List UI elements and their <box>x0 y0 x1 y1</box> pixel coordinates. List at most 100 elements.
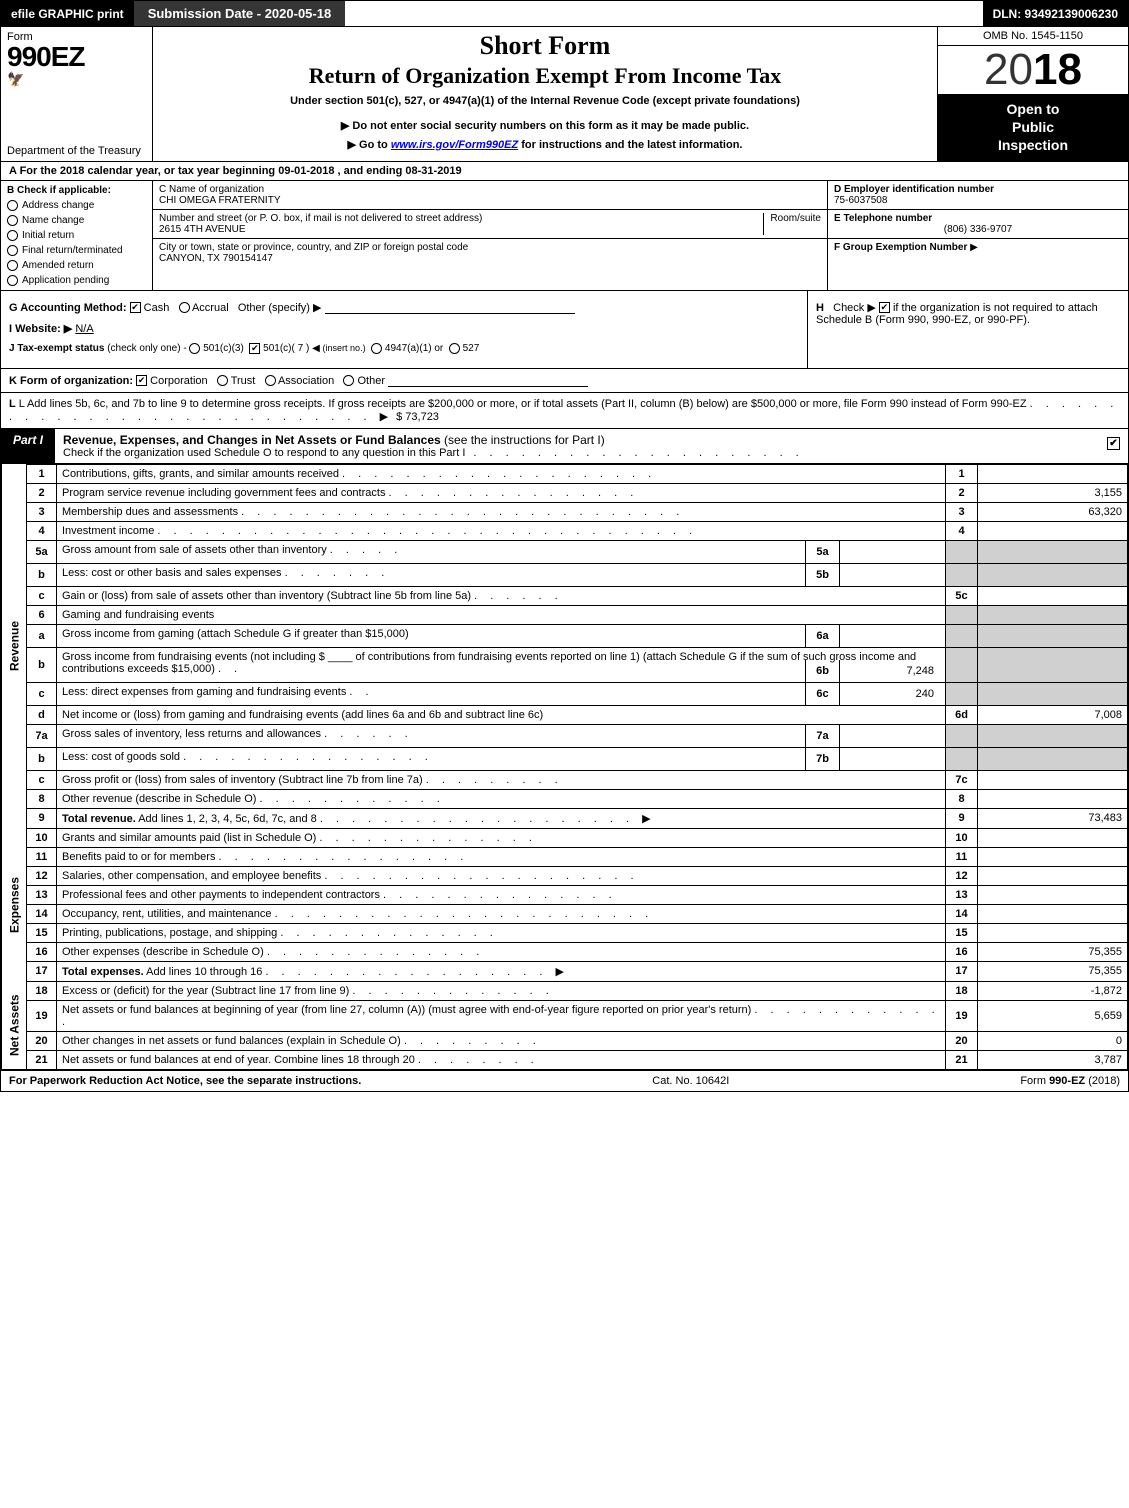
dots: . . . . . . . . . . . . . . <box>319 832 537 844</box>
year-prefix: 20 <box>984 45 1033 94</box>
row-number: d <box>27 705 57 724</box>
inner-value-box: 7a <box>805 725 940 747</box>
line-a-mid: , and ending <box>338 165 406 177</box>
line-h: H Check ▶ if the organization is not req… <box>808 291 1128 368</box>
chk-address-change: Address change <box>7 200 146 211</box>
radio-4947[interactable] <box>371 343 382 354</box>
amount-cell <box>978 521 1128 540</box>
row-desc: Gross profit or (loss) from sales of inv… <box>57 770 946 789</box>
box-num: 5c <box>946 586 978 605</box>
tax-year: 2018 <box>938 46 1128 94</box>
dots: . . . . . . . . . . . . . <box>352 985 553 997</box>
ssn-warning: ▶ Do not enter social security numbers o… <box>163 119 927 132</box>
box-num: 3 <box>946 502 978 521</box>
table-row: 12 Salaries, other compensation, and emp… <box>2 866 1128 885</box>
radio-trust[interactable] <box>217 375 228 386</box>
dots: . . . . . . . . . . . . . . . . . . . . <box>324 870 638 882</box>
row-number: 17 <box>27 961 57 981</box>
j-note: (check only one) - <box>107 343 186 354</box>
form-header: Form 990EZ 🦅 Department of the Treasury … <box>1 27 1128 162</box>
radio-icon[interactable] <box>7 245 18 256</box>
chk-name-change: Name change <box>7 215 146 226</box>
header-right: OMB No. 1545-1150 2018 Open to Public In… <box>938 27 1128 161</box>
radio-icon[interactable] <box>7 230 18 241</box>
goto-post: for instructions and the latest informat… <box>518 139 742 151</box>
radio-association[interactable] <box>265 375 276 386</box>
table-row: 3 Membership dues and assessments . . . … <box>2 502 1128 521</box>
box-num: 10 <box>946 828 978 847</box>
radio-accrual[interactable] <box>179 302 190 313</box>
k-association: Association <box>278 375 334 387</box>
f-label: F Group Exemption Number <box>834 242 967 253</box>
inner-box-num: 5b <box>806 564 840 586</box>
radio-other[interactable] <box>343 375 354 386</box>
dots: . . . . . . . . . . . . . . . . . . . . … <box>157 525 697 537</box>
part-i-schedule-o-checkbox[interactable]: ✔ <box>1107 437 1120 450</box>
ein-value: 75-6037508 <box>834 195 1122 206</box>
box-num: 18 <box>946 981 978 1000</box>
street-label: Number and street (or P. O. box, if mail… <box>159 213 482 224</box>
checkbox-cash[interactable] <box>130 302 141 313</box>
h-check-text: Check ▶ <box>833 302 879 314</box>
row-desc: Membership dues and assessments . . . . … <box>57 502 946 521</box>
row-desc: Total revenue. Add lines 1, 2, 3, 4, 5c,… <box>57 808 946 828</box>
row-number: 5a <box>27 540 57 563</box>
inner-value-box: 6b 7,248 <box>805 660 940 682</box>
radio-icon[interactable] <box>7 260 18 271</box>
row-desc: Net assets or fund balances at end of ye… <box>57 1050 946 1069</box>
row-desc: Occupancy, rent, utilities, and maintena… <box>57 904 946 923</box>
line-k-form-SKorg: K Form of organization: Corporation Trus… <box>1 369 1128 393</box>
amount-cell <box>978 586 1128 605</box>
short-form-title: Short Form <box>163 31 927 61</box>
box-num-grey <box>946 747 978 770</box>
footer-center: Cat. No. 10642I <box>652 1075 729 1087</box>
row-number: 4 <box>27 521 57 540</box>
section-side-label: Expenses <box>2 828 27 981</box>
inner-box-val <box>840 625 940 647</box>
checkbox-501c[interactable] <box>249 343 260 354</box>
radio-icon[interactable] <box>7 215 18 226</box>
table-row: 11 Benefits paid to or for members . . .… <box>2 847 1128 866</box>
col-b-checkboxes: B Check if applicable: Address change Na… <box>1 181 153 290</box>
radio-527[interactable] <box>449 343 460 354</box>
amount-cell: -1,872 <box>978 981 1128 1000</box>
dots: . . . . . . . . . <box>426 774 563 786</box>
row-number: 3 <box>27 502 57 521</box>
inner-value-box: 5b <box>805 564 940 586</box>
irs-link[interactable]: www.irs.gov/Form990EZ <box>391 139 518 151</box>
inner-box-val: 7,248 <box>840 660 940 682</box>
phone-row: E Telephone number (806) 336-9707 <box>828 210 1128 239</box>
submission-date: Submission Date - 2020-05-18 <box>134 1 346 26</box>
box-num-grey <box>946 605 978 624</box>
city-value: CANYON, TX 790154147 <box>159 253 468 264</box>
k-trust: Trust <box>231 375 256 387</box>
amount-grey <box>978 724 1128 747</box>
row-number: 20 <box>27 1031 57 1050</box>
chk-label: Initial return <box>22 230 74 241</box>
checkbox-corporation[interactable] <box>136 375 147 386</box>
inner-value-box: 6c 240 <box>805 683 940 705</box>
city-row: City or town, state or province, country… <box>153 239 827 267</box>
line-g-accounting: G Accounting Method: Cash Accrual Other … <box>9 301 799 314</box>
inner-value-box: 5a <box>805 541 940 563</box>
box-num-grey <box>946 647 978 682</box>
line-j-tax-exempt: J Tax-exempt status (check only one) - 5… <box>9 343 799 354</box>
radio-icon[interactable] <box>7 275 18 286</box>
row-number: c <box>27 586 57 605</box>
gk-left: G Accounting Method: Cash Accrual Other … <box>1 291 808 368</box>
g-other-blank[interactable] <box>325 301 575 314</box>
chk-final-return: Final return/terminated <box>7 245 146 256</box>
row-desc: Total expenses. Add lines 10 through 16 … <box>57 961 946 981</box>
line-a-pre: A For the 2018 calendar year, or tax yea… <box>9 165 278 177</box>
radio-icon[interactable] <box>7 200 18 211</box>
radio-501c3[interactable] <box>189 343 200 354</box>
k-other-blank[interactable] <box>388 374 588 387</box>
row-desc: Gross income from gaming (attach Schedul… <box>57 624 946 647</box>
row-number: 9 <box>27 808 57 828</box>
row-desc: Grants and similar amounts paid (list in… <box>57 828 946 847</box>
checkbox-h[interactable] <box>879 302 890 313</box>
dots: . . . . . . . . . . . . . . . . . . . . … <box>241 506 684 518</box>
box-num: 14 <box>946 904 978 923</box>
row-desc: Contributions, gifts, grants, and simila… <box>57 464 946 483</box>
org-name-row: C Name of organization CHI OMEGA FRATERN… <box>153 181 827 210</box>
